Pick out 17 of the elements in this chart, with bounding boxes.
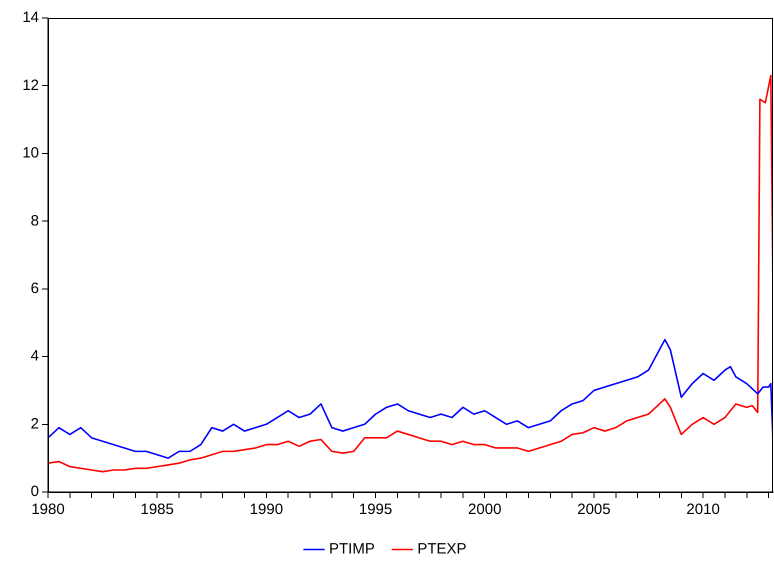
y-tick-label: 6 bbox=[30, 280, 39, 297]
x-tick-label: 2000 bbox=[468, 501, 502, 518]
x-tick-label: 2010 bbox=[686, 501, 720, 518]
legend-label: PTEXP bbox=[417, 540, 467, 558]
x-tick-label: 2005 bbox=[577, 501, 611, 518]
y-tick-label: 8 bbox=[30, 212, 39, 230]
x-tick-label: 1985 bbox=[140, 501, 174, 518]
y-tick-label: 0 bbox=[30, 483, 39, 500]
y-tick-label: 4 bbox=[30, 348, 39, 365]
y-tick-label: 2 bbox=[30, 415, 39, 432]
x-tick-label: 1995 bbox=[358, 501, 392, 518]
x-tick-label: 1990 bbox=[250, 501, 284, 518]
legend-label: PTIMP bbox=[328, 540, 375, 558]
y-tick-label: 12 bbox=[22, 76, 39, 94]
y-tick-label: 14 bbox=[22, 9, 39, 26]
y-tick-label: 10 bbox=[22, 144, 39, 162]
x-tick-label: 1980 bbox=[31, 501, 65, 518]
